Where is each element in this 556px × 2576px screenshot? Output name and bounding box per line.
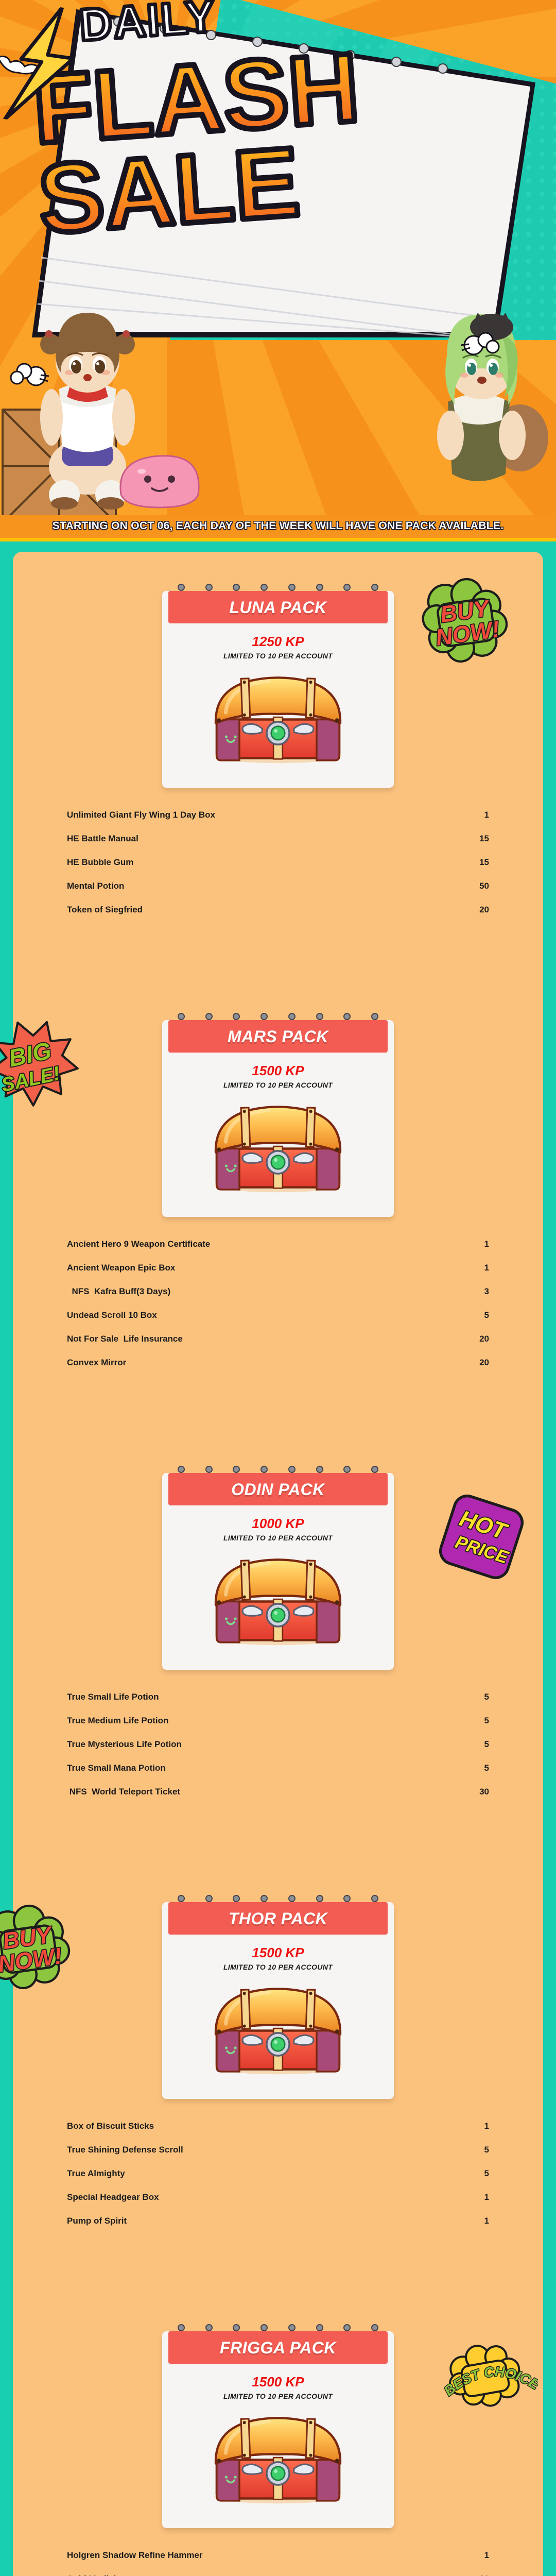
svg-text:SALE: SALE [35, 127, 303, 255]
svg-text:DAILY: DAILY [78, 0, 218, 50]
